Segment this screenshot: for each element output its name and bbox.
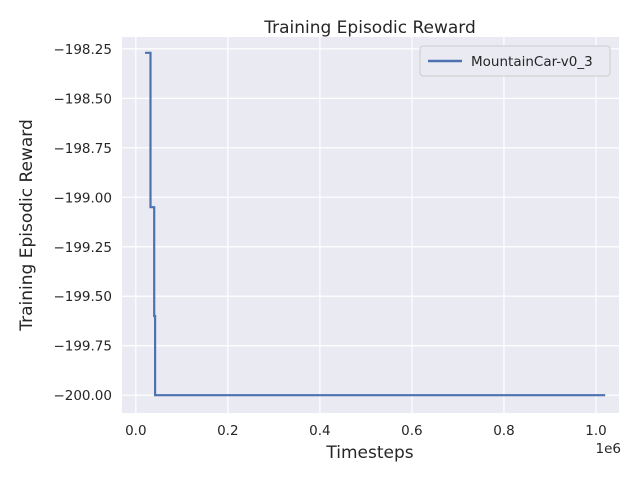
y-tick-label: −199.00 (53, 190, 112, 206)
y-axis-label: Training Episodic Reward (17, 119, 37, 332)
y-tick-label: −199.75 (53, 339, 112, 355)
y-tick-labels: −198.25 −198.50 −198.75 −199.00 −199.25 −199.… (53, 42, 112, 404)
x-axis-label: Timesteps (325, 443, 413, 463)
plot-background (122, 37, 619, 413)
y-tick-label: −199.25 (53, 240, 112, 256)
y-tick-label: −200.00 (53, 388, 112, 404)
legend: MountainCar-v0_3 (419, 45, 611, 77)
legend-label: MountainCar-v0_3 (471, 54, 593, 70)
y-tick-label: −199.50 (53, 289, 112, 305)
series-line-0 (145, 51, 606, 397)
legend-box (419, 45, 611, 77)
x-tick-label: 0.2 (217, 423, 238, 439)
x-tick-label: 1.0 (585, 423, 606, 439)
x-tick-label: 0.4 (309, 423, 330, 439)
y-tick-label: −198.50 (53, 91, 112, 107)
x-tick-label: 0.8 (493, 423, 514, 439)
chart-title: Training Episodic Reward (263, 18, 476, 38)
x-tick-label: 0.6 (401, 423, 422, 439)
y-tick-label: −198.25 (53, 42, 112, 58)
x-tick-label: 0.0 (125, 423, 146, 439)
x-tick-labels: 0.0 0.2 0.4 0.6 0.8 1.0 (125, 423, 607, 439)
y-tick-label: −198.75 (53, 141, 112, 157)
x-axis-offset-label: 1e6 (596, 441, 621, 457)
series-lines (145, 51, 606, 397)
